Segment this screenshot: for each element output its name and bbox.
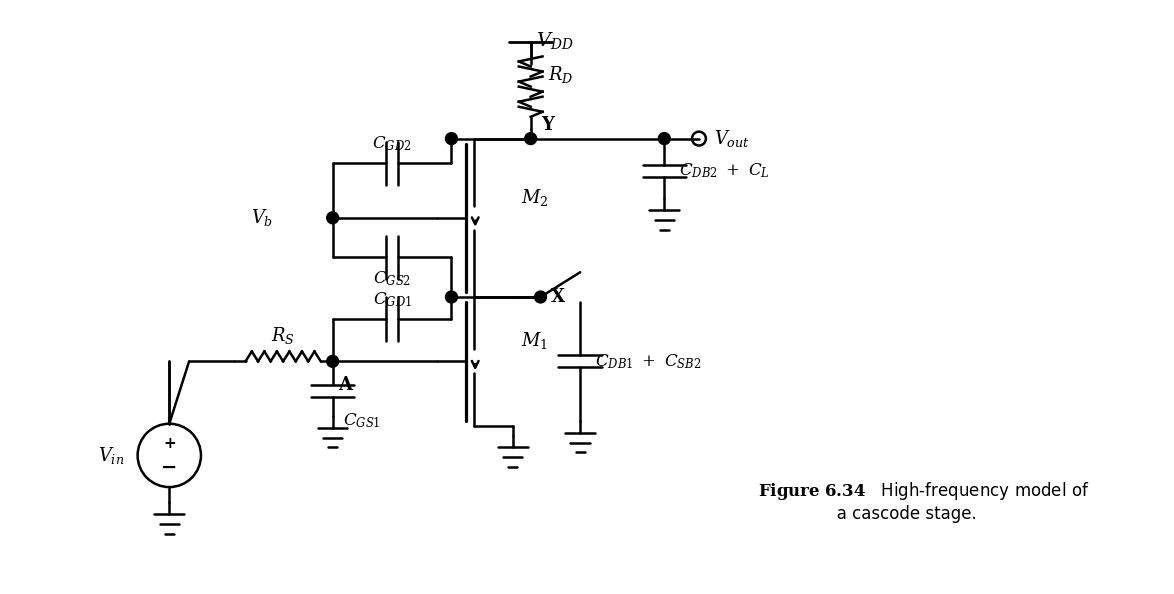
Text: $\mathbf{\it{C}_{DB2}}\ +\ \mathbf{\it{C}_L}$: $\mathbf{\it{C}_{DB2}}\ +\ \mathbf{\it{C…: [679, 162, 770, 180]
Text: $\mathbf{X}$: $\mathbf{X}$: [551, 288, 566, 306]
Text: $\mathbf{\it{M}_2}$: $\mathbf{\it{M}_2}$: [521, 187, 548, 208]
Text: $\mathbf{\it{V}_{DD}}$: $\mathbf{\it{V}_{DD}}$: [535, 30, 573, 50]
Text: $\mathbf{\it{V}_{out}}$: $\mathbf{\it{V}_{out}}$: [714, 128, 749, 149]
Text: $\mathbf{\it{V}_{in}}$: $\mathbf{\it{V}_{in}}$: [99, 445, 124, 466]
Text: $\mathbf{\it{C}_{DB1}}\ +\ \mathbf{\it{C}_{SB2}}$: $\mathbf{\it{C}_{DB1}}\ +\ \mathbf{\it{C…: [595, 352, 702, 371]
Circle shape: [326, 212, 338, 224]
Text: $\mathbf{\it{C}_{GS1}}$: $\mathbf{\it{C}_{GS1}}$: [343, 411, 380, 429]
Circle shape: [445, 291, 458, 303]
Text: $\mathbf{\it{C}_{GD2}}$: $\mathbf{\it{C}_{GD2}}$: [372, 135, 412, 153]
Text: +: +: [163, 436, 176, 451]
Text: $\mathbf{\it{R}_S}$: $\mathbf{\it{R}_S}$: [271, 326, 295, 346]
Circle shape: [326, 355, 338, 367]
Circle shape: [445, 132, 458, 144]
Text: $\mathbf{\it{C}_{GS2}}$: $\mathbf{\it{C}_{GS2}}$: [373, 269, 411, 288]
Text: $\mathbf{Figure\ 6.34}$   High-frequency model of
               a cascode stage: $\mathbf{Figure\ 6.34}$ High-frequency m…: [758, 480, 1089, 523]
Circle shape: [525, 132, 537, 144]
Text: $\mathbf{\it{M}_1}$: $\mathbf{\it{M}_1}$: [521, 330, 548, 352]
Text: $\mathbf{Y}$: $\mathbf{Y}$: [540, 116, 555, 134]
Text: $\mathbf{\it{V}_b}$: $\mathbf{\it{V}_b}$: [251, 207, 274, 228]
Text: $\mathbf{\it{R}_D}$: $\mathbf{\it{R}_D}$: [548, 64, 574, 85]
Text: $\mathbf{\it{C}_{GD1}}$: $\mathbf{\it{C}_{GD1}}$: [372, 290, 412, 309]
Text: −: −: [161, 458, 177, 477]
Text: $\mathbf{A}$: $\mathbf{A}$: [338, 376, 353, 394]
Circle shape: [659, 132, 670, 144]
Circle shape: [534, 291, 546, 303]
